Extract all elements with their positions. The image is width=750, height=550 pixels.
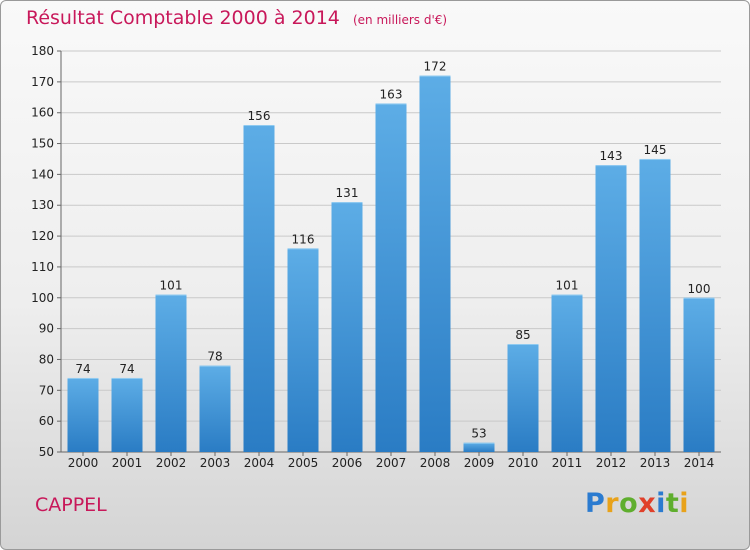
x-tick-label: 2014 [684,456,715,470]
y-tick-label: 150 [31,137,54,151]
y-tick-label: 120 [31,229,54,243]
x-tick-label: 2006 [332,456,363,470]
x-tick-label: 2002 [156,456,187,470]
bar [287,248,319,452]
bar-value-label: 163 [380,87,403,101]
y-tick-label: 80 [39,352,54,366]
proxiti-logo: Proxiti [585,488,689,519]
y-tick-label: 50 [39,445,54,459]
y-tick-label: 180 [31,44,54,58]
bar [595,165,627,452]
x-tick-label: 2003 [200,456,231,470]
bar-value-label: 116 [292,232,315,246]
bar-value-label: 101 [160,279,183,293]
bar-value-label: 78 [207,350,222,364]
bar [507,344,539,452]
y-tick-label: 130 [31,198,54,212]
logo-letter: r [605,488,620,519]
logo-letter: i [679,488,690,519]
bar [463,442,495,452]
bar-value-label: 53 [471,427,486,441]
x-tick-label: 2008 [420,456,451,470]
y-tick-label: 100 [31,291,54,305]
logo-letter: t [665,488,680,519]
bar-value-label: 100 [688,282,711,296]
bar [111,377,143,452]
bar-value-label: 172 [424,60,447,74]
bar-value-label: 74 [75,362,90,376]
x-tick-label: 2001 [112,456,143,470]
x-tick-label: 2007 [376,456,407,470]
bar-value-label: 74 [119,362,134,376]
x-tick-label: 2010 [508,456,539,470]
bar [551,294,583,452]
chart-title-text: Résultat Comptable 2000 à 2014 [26,7,340,29]
logo-letter: i [656,488,666,519]
bar [199,365,231,452]
bar-value-label: 131 [336,186,359,200]
logo-letter: x [638,488,657,519]
bar-value-label: 145 [644,143,667,157]
chart-title: Résultat Comptable 2000 à 2014 (en milli… [26,7,447,29]
bar-value-label: 156 [248,109,271,123]
logo-letter: P [585,488,606,519]
bar [243,125,275,453]
y-tick-label: 70 [39,383,54,397]
bar [331,202,363,452]
x-tick-label: 2011 [552,456,583,470]
x-tick-label: 2000 [68,456,99,470]
labels: 50 60 70 80 90 100 110 120 130 140 150 160 170 180 74 2… [31,44,714,470]
x-tick-label: 2013 [640,456,671,470]
bars [67,75,715,453]
y-tick-label: 110 [31,260,54,274]
x-tick-label: 2004 [244,456,275,470]
x-tick-label: 2012 [596,456,627,470]
y-tick-label: 170 [31,75,54,89]
bar [683,297,715,452]
bar-value-label: 85 [515,328,530,342]
y-tick-label: 140 [31,167,54,181]
x-tick-label: 2005 [288,456,319,470]
y-tick-label: 160 [31,106,54,120]
bar-value-label: 101 [556,279,579,293]
bar [155,294,187,452]
bar [67,377,99,452]
y-tick-label: 60 [39,414,54,428]
bar [639,158,671,452]
x-tick-label: 2009 [464,456,495,470]
chart-unit-note: (en milliers d'€) [352,13,448,27]
bar [419,75,451,452]
place-name: CAPPEL [35,494,107,516]
logo-letter: o [619,488,639,519]
bar [375,103,407,452]
bar-value-label: 143 [600,149,623,163]
y-tick-label: 90 [39,322,54,336]
